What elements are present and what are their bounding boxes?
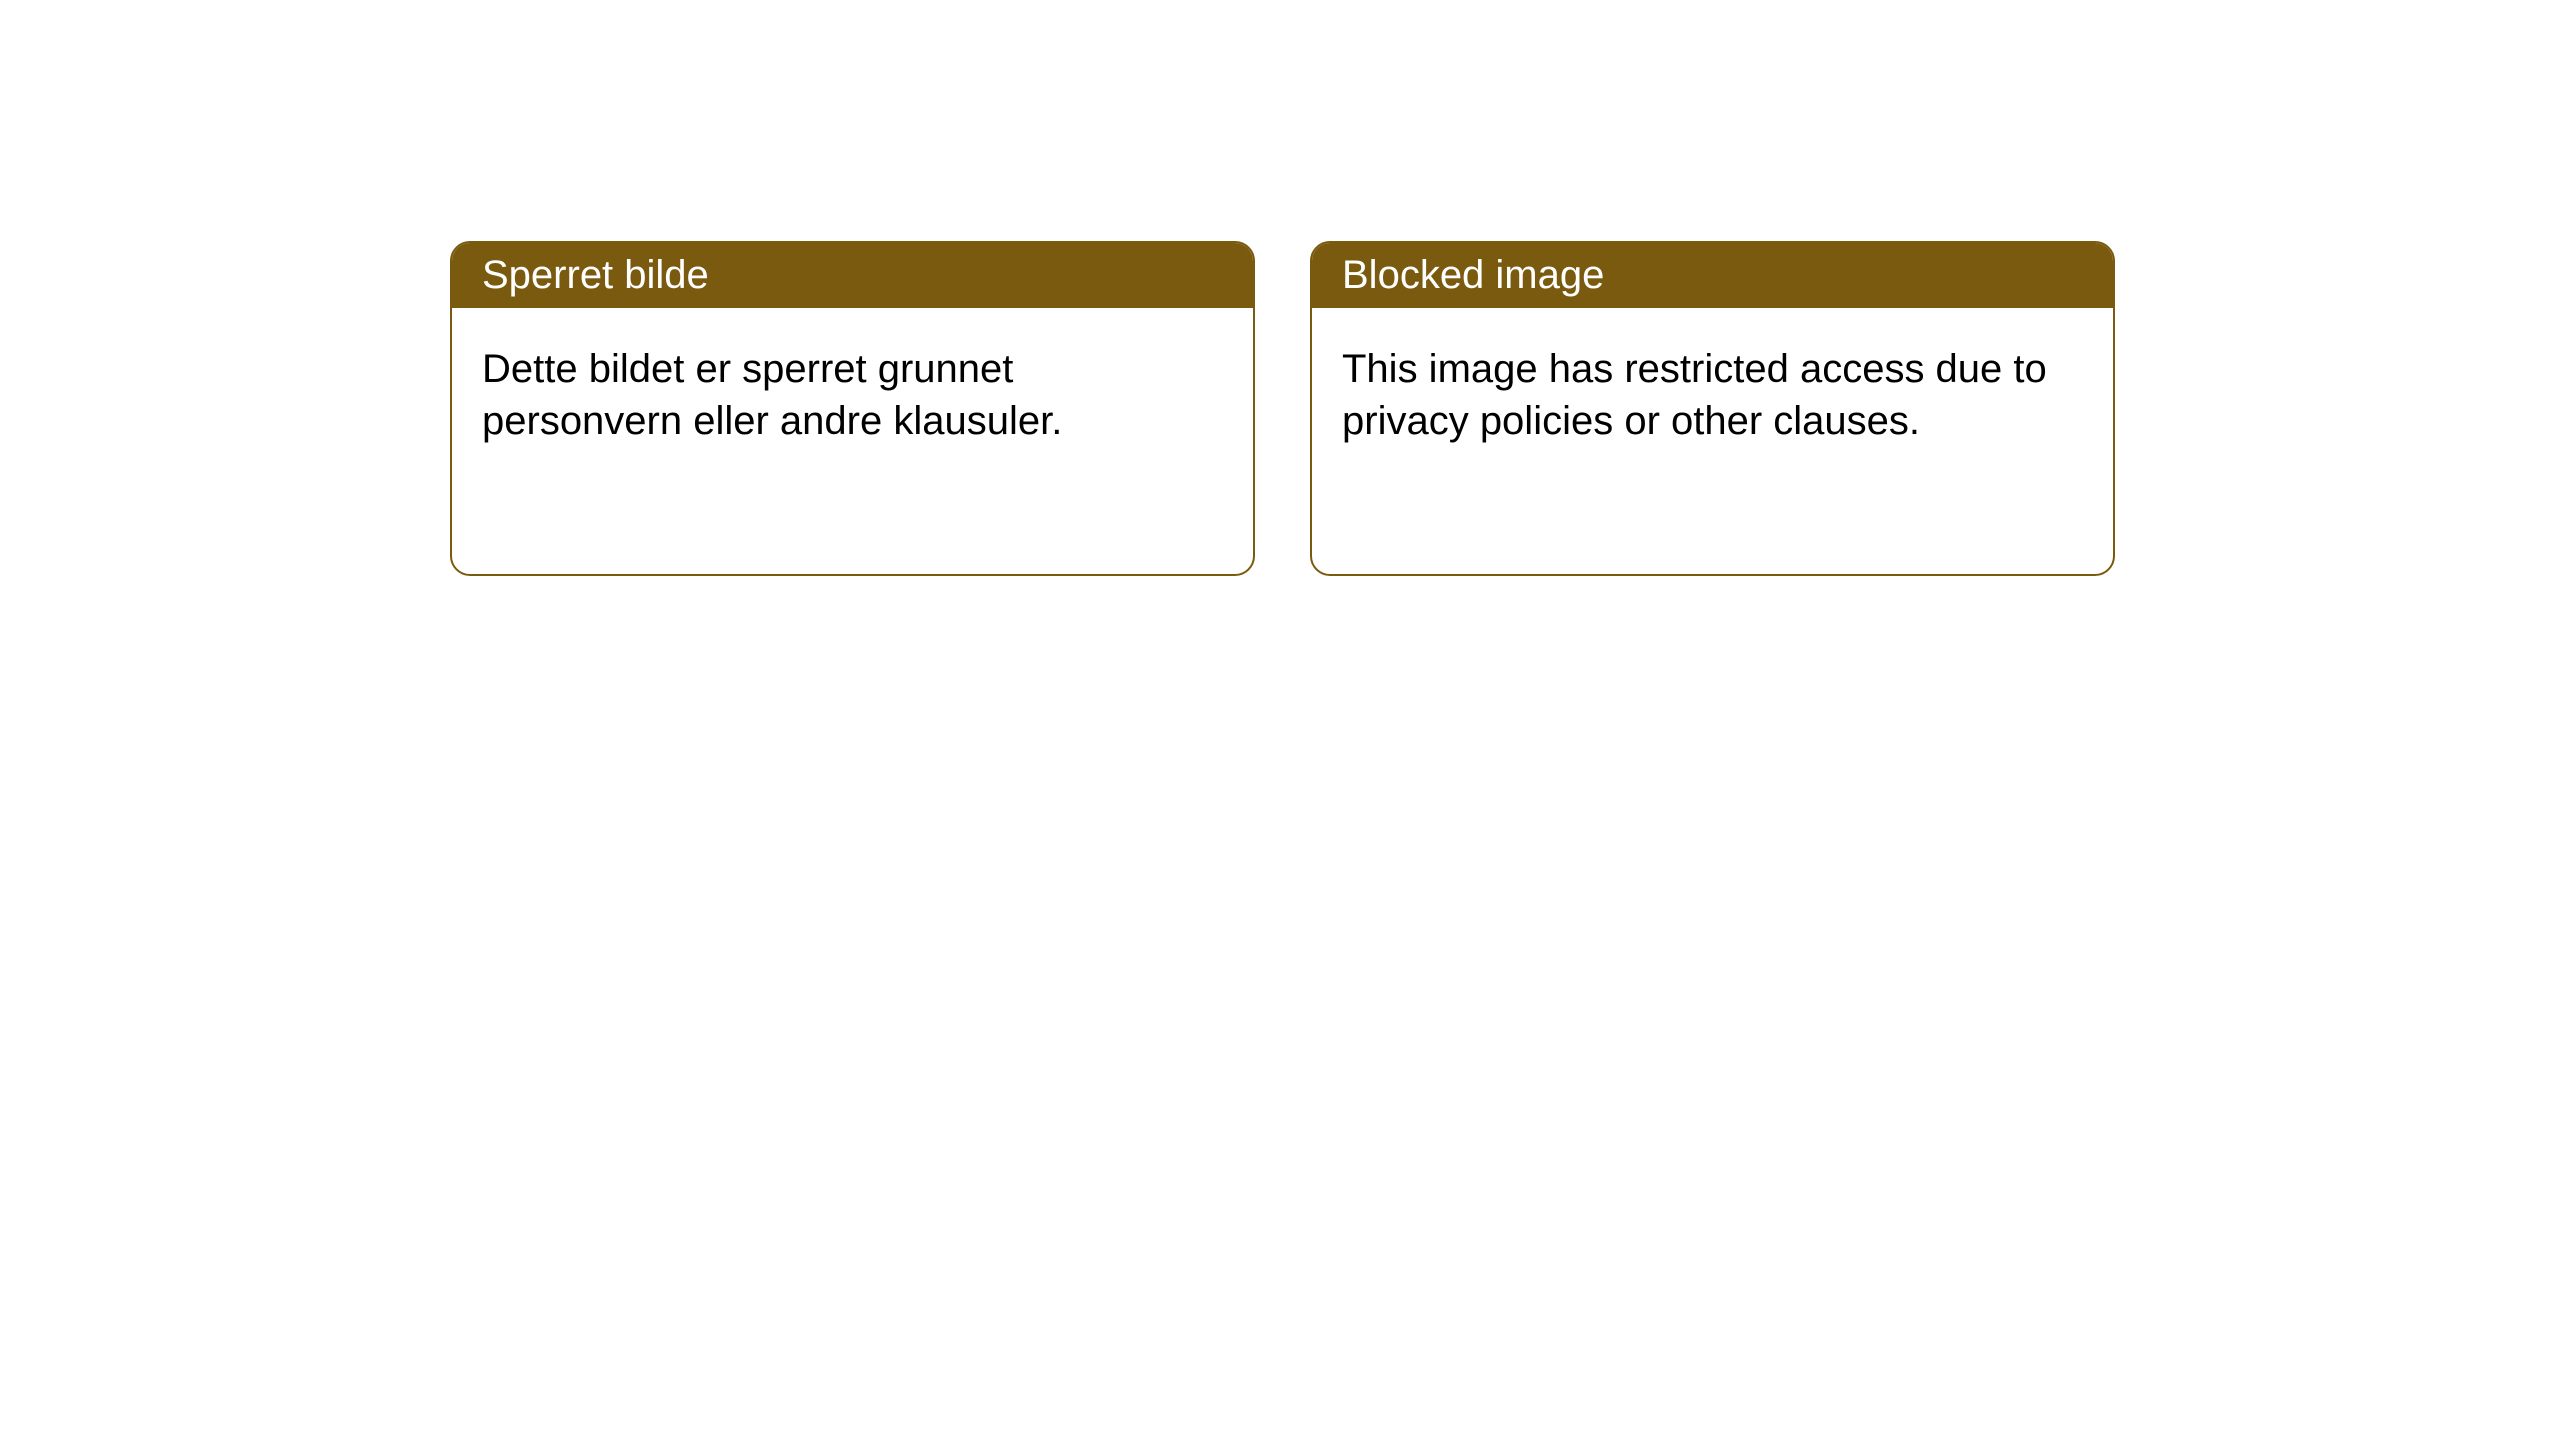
card-body-text: This image has restricted access due to … [1342,347,2047,443]
card-body: This image has restricted access due to … [1312,308,2113,482]
card-header: Sperret bilde [452,243,1253,308]
notice-card-norwegian: Sperret bilde Dette bildet er sperret gr… [450,241,1255,576]
notice-card-container: Sperret bilde Dette bildet er sperret gr… [450,241,2115,576]
card-header: Blocked image [1312,243,2113,308]
card-title: Blocked image [1342,253,1604,297]
card-body: Dette bildet er sperret grunnet personve… [452,308,1253,482]
card-title: Sperret bilde [482,253,709,297]
card-body-text: Dette bildet er sperret grunnet personve… [482,347,1062,443]
notice-card-english: Blocked image This image has restricted … [1310,241,2115,576]
